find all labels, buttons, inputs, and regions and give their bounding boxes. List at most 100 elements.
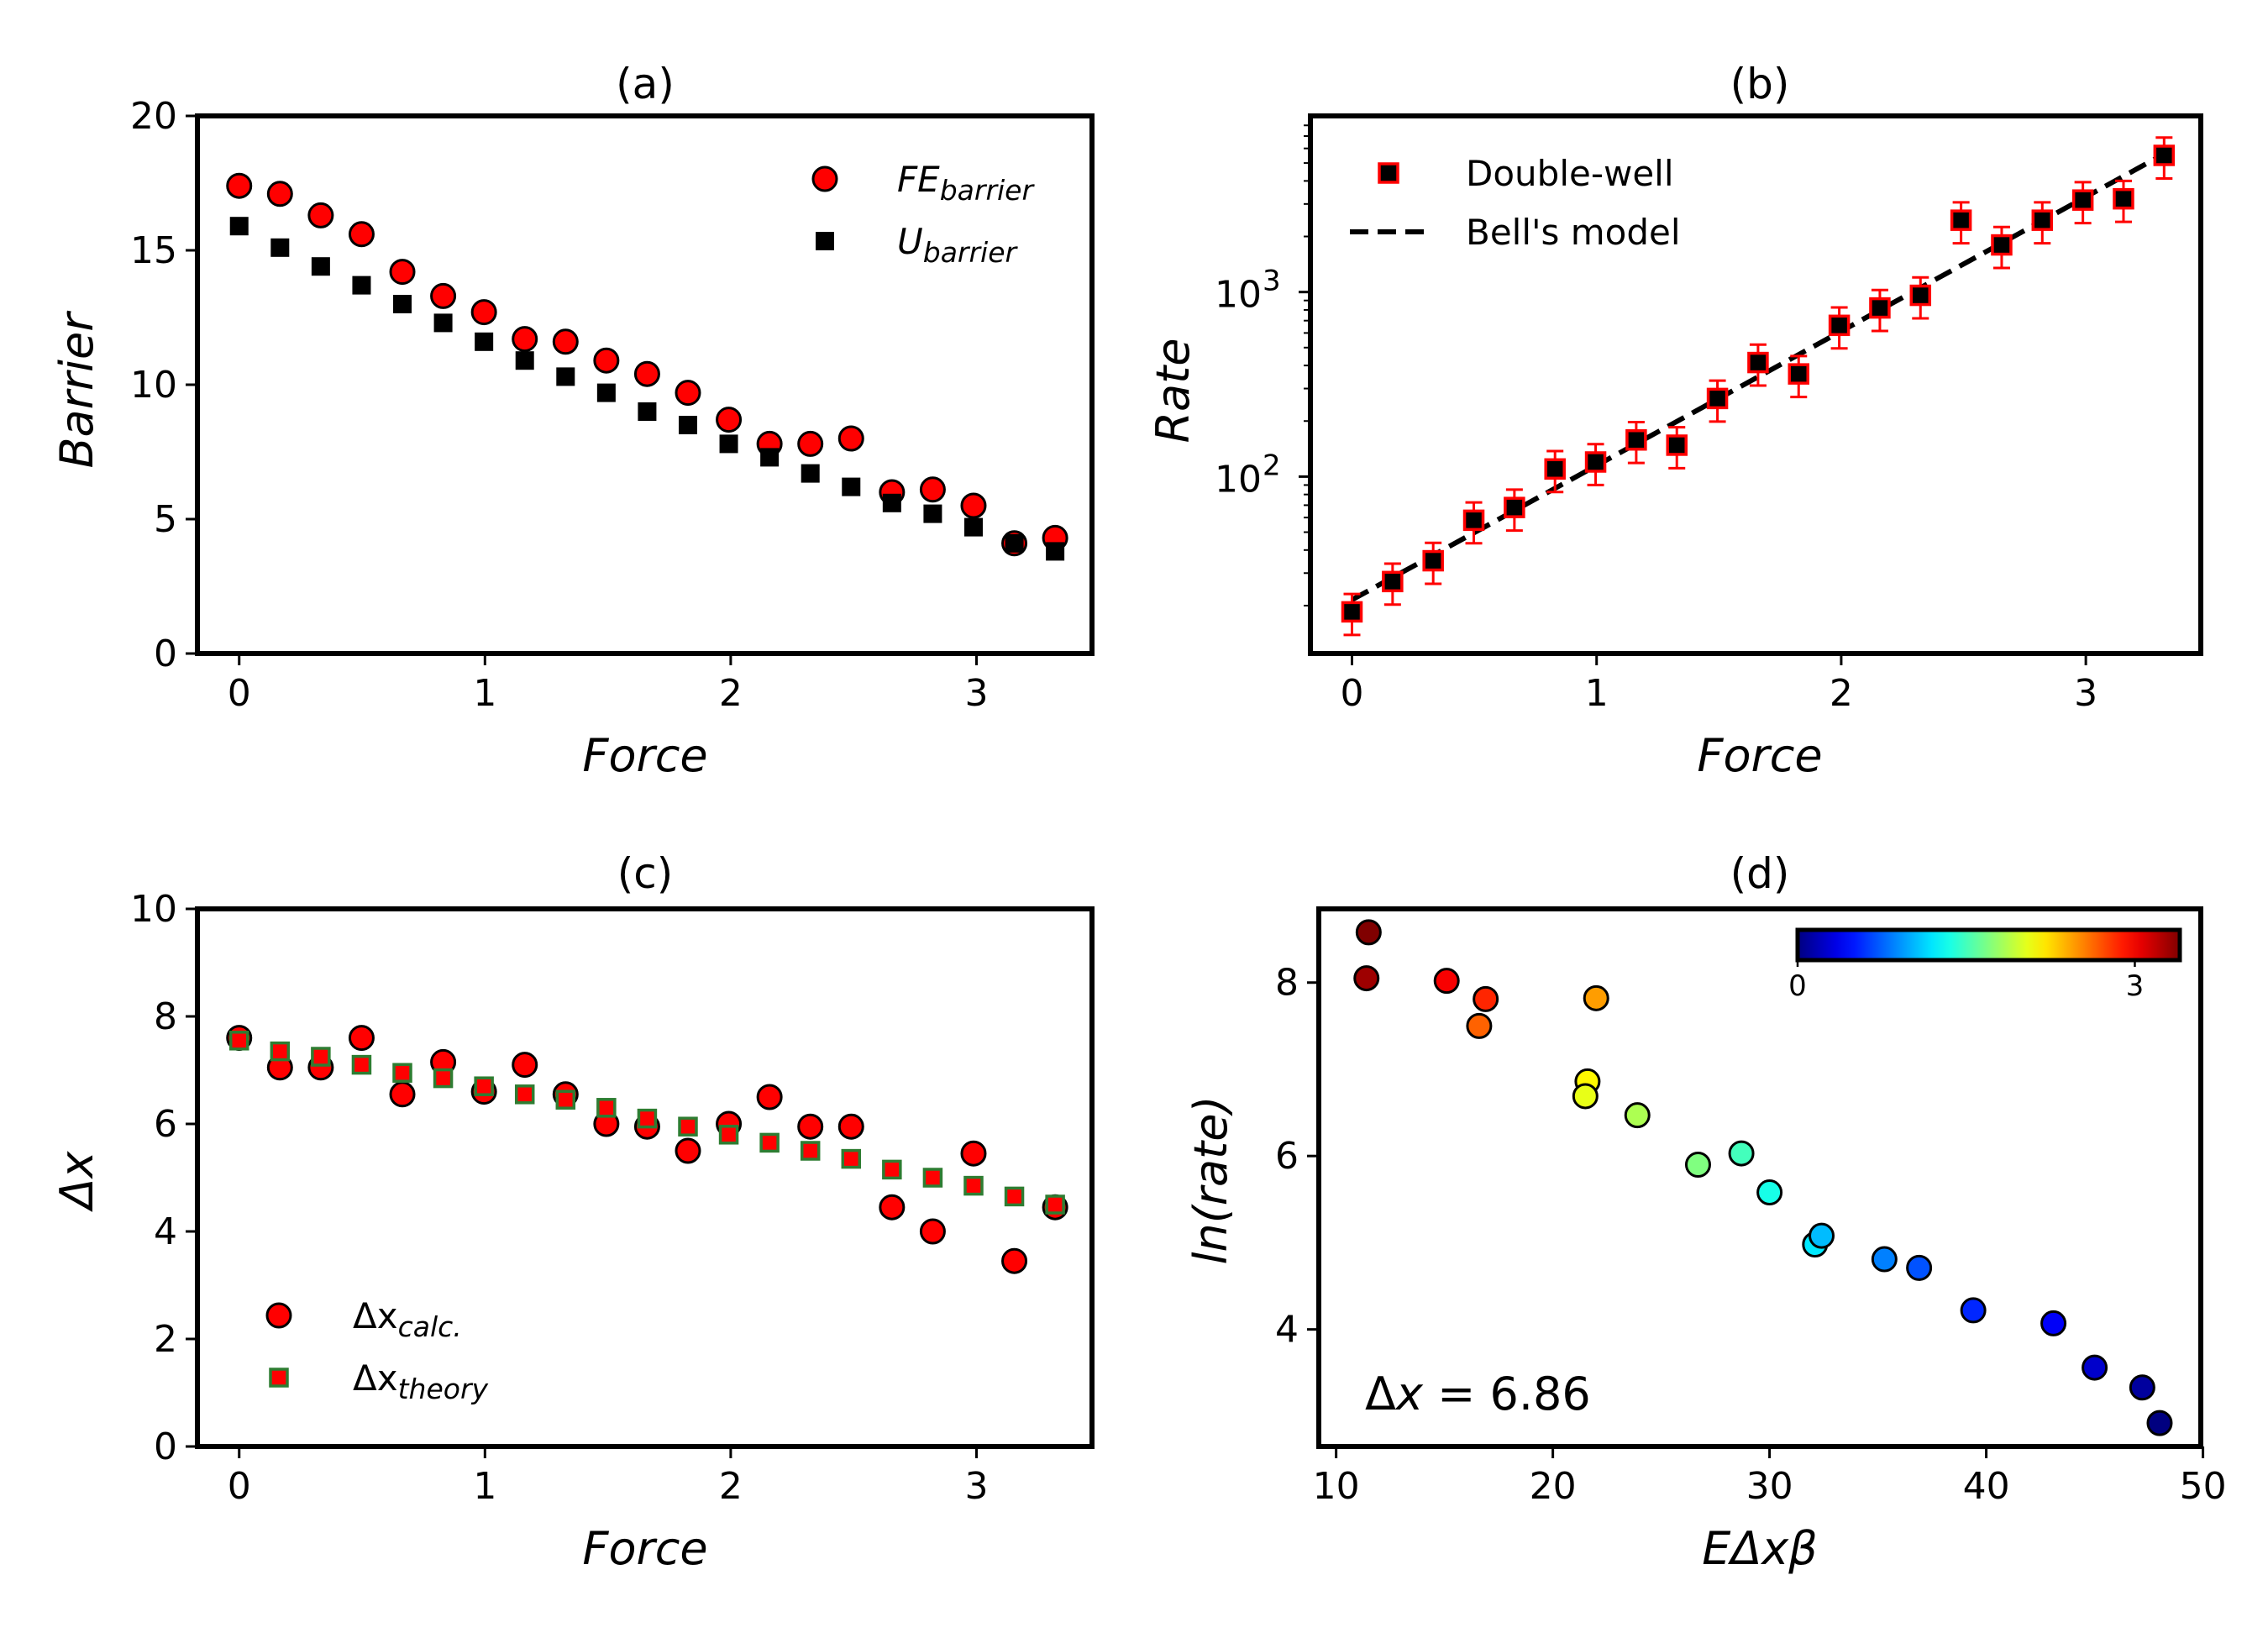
- panel-c-theory-point: [1045, 1194, 1065, 1215]
- panel-c-y-tick-label: 4: [154, 1210, 177, 1253]
- panel-a-fe-point: [960, 492, 987, 519]
- panel-c-theory-point: [514, 1084, 535, 1105]
- panel-c-x-tick-label: 2: [719, 1465, 743, 1508]
- panel-a-y-tick-label: 15: [130, 229, 177, 272]
- panel-d-y-tick-label: 8: [1275, 962, 1299, 1005]
- panel-b-x-tick-label: 3: [2074, 672, 2097, 715]
- panel-a-y-axis-label: Barrier: [50, 311, 103, 469]
- panel-c-theory-point: [596, 1098, 617, 1118]
- panel-a-u-point: [760, 448, 780, 467]
- panel-d-x-tick-label: 20: [1530, 1465, 1577, 1508]
- panel-c-calc-point: [960, 1140, 987, 1167]
- panel-c-calc-point: [919, 1218, 946, 1245]
- panel-a-fe-point: [266, 181, 293, 207]
- panel-c-calc-point: [512, 1052, 538, 1079]
- panel-c-calc-point: [675, 1137, 701, 1164]
- panel-a-y-tick-label: 10: [130, 364, 177, 407]
- panel-a-fe-point: [389, 259, 416, 286]
- panel-b-bell-model-line: [1351, 151, 2166, 602]
- panel-c-legend-marker-calc: [265, 1302, 292, 1329]
- panel-a-u-point: [1005, 533, 1024, 553]
- panel-a-u-point: [678, 416, 697, 434]
- panel-c-y-tick-label: 0: [154, 1425, 177, 1468]
- panel-c-x-tick-label: 0: [228, 1465, 251, 1508]
- panel-d-x-tick-label: 10: [1313, 1465, 1360, 1508]
- panel-c-x-axis-label: Force: [582, 1522, 707, 1575]
- panel-c-theory-point: [841, 1148, 862, 1169]
- panel-a-plot-frame: [195, 113, 1095, 656]
- panel-a-u-point: [882, 493, 901, 512]
- panel-a-x-tick-label: 2: [719, 672, 743, 715]
- panel-b-x-tick-label: 2: [1830, 672, 1853, 715]
- panel-d-annotation: Δx = 6.86: [1365, 1368, 1591, 1420]
- panel-b-y-tick-exponent: 2: [1263, 449, 1281, 482]
- panel-d-x-tick-label: 30: [1746, 1465, 1793, 1508]
- panel-b-plot-frame: [1308, 113, 2203, 656]
- panel-a-u-point: [556, 367, 575, 386]
- panel-a-fe-point: [919, 476, 946, 503]
- panel-d-data-point: [1583, 984, 1609, 1011]
- panel-c-calc-point: [756, 1084, 783, 1110]
- panel-d-data-point: [1871, 1246, 1898, 1273]
- panel-c-calc-point: [1001, 1247, 1028, 1274]
- panel-a-u-point: [719, 434, 738, 454]
- panel-a-u-point: [801, 464, 820, 483]
- panel-a-u-point: [270, 238, 290, 257]
- panel-d-data-point: [1353, 965, 1380, 992]
- panel-c-y-axis-label: Δx: [50, 1151, 103, 1213]
- panel-c-plot-frame: [195, 906, 1095, 1449]
- panel-b-y-tick-label: 10: [1215, 274, 1262, 317]
- panel-c-calc-point: [837, 1113, 864, 1140]
- panel-d-x-tick-label: 50: [2180, 1465, 2227, 1508]
- panel-c-theory-point: [311, 1047, 331, 1067]
- panel-d-title: (d): [1730, 849, 1790, 898]
- panel-b-legend-marker-double-well: [1378, 162, 1399, 184]
- panel-b-data-point: [2113, 187, 2134, 210]
- panel-b-data-point: [1747, 351, 1769, 374]
- panel-c-legend-label-theory: Δxtheory: [353, 1357, 489, 1405]
- panel-a-u-point: [638, 402, 657, 421]
- panel-a-fe-point: [633, 360, 660, 387]
- panel-b-data-point: [2031, 209, 2054, 231]
- panel-a-x-tick-label: 1: [473, 672, 496, 715]
- panel-c-theory-point: [759, 1132, 780, 1153]
- panel-a-fe-point: [797, 430, 824, 457]
- panel-a-fe-point: [675, 380, 701, 407]
- panel-b-data-point: [2153, 144, 2176, 166]
- panel-a-fe-point: [837, 425, 864, 452]
- panel-a-fe-point: [512, 326, 538, 353]
- panel-d-data-point: [2146, 1410, 2173, 1436]
- panel-b-data-point: [1382, 570, 1404, 593]
- panel-b-data-point: [1909, 284, 1932, 307]
- panel-d-data-point: [1960, 1297, 1987, 1324]
- panel-a-y-tick-label: 0: [154, 633, 177, 675]
- panel-b-data-point: [1422, 549, 1444, 572]
- panel-d-data-point: [2082, 1354, 2108, 1381]
- panel-c-x-tick-label: 3: [964, 1465, 988, 1508]
- panel-d-data-point: [1433, 968, 1460, 995]
- panel-c-x-tick-label: 1: [473, 1465, 496, 1508]
- panel-d-data-point: [2129, 1374, 2155, 1401]
- panel-c-calc-point: [879, 1194, 906, 1221]
- panel-a-u-point: [1046, 542, 1065, 561]
- panel-b-data-point: [1991, 234, 2013, 256]
- panel-d-plot-frame: [1316, 906, 2203, 1449]
- panel-d-x-axis-label: EΔxβ: [1702, 1522, 1817, 1575]
- panel-d-colorbar-tick-label: 3: [2126, 969, 2145, 1003]
- panel-b-y-axis-label: Rate: [1147, 338, 1200, 443]
- panel-d-y-tick-label: 4: [1275, 1309, 1299, 1352]
- panel-a-y-tick-label: 20: [130, 95, 177, 138]
- panel-b-data-point: [2071, 189, 2094, 211]
- panel-a-u-point: [963, 517, 983, 537]
- panel-a-legend-label-u: Ubarrier: [897, 221, 1019, 269]
- panel-d-data-point: [1906, 1254, 1933, 1281]
- panel-d-colorbar: [1795, 927, 2182, 963]
- panel-b-data-point: [1584, 451, 1607, 473]
- panel-a-u-point: [393, 295, 412, 313]
- panel-a-fe-point: [716, 407, 743, 433]
- panel-d-data-point: [1572, 1083, 1599, 1110]
- panel-c-theory-point: [228, 1031, 249, 1051]
- panel-b-data-point: [1341, 601, 1363, 623]
- panel-c-title: (c): [617, 849, 674, 898]
